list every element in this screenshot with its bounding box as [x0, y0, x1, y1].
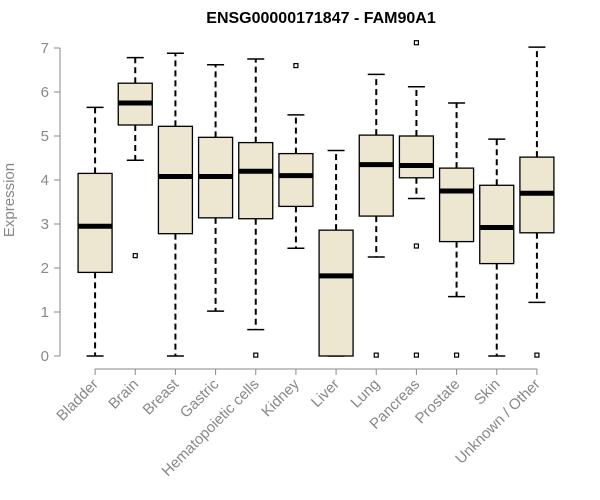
- x-tick-label: Bladder: [53, 376, 102, 425]
- outlier-point: [373, 352, 379, 358]
- outlier-point: [453, 352, 460, 358]
- outlier-point: [413, 40, 420, 46]
- box-group-pancreas: [398, 40, 435, 358]
- box-group-lung: [358, 73, 394, 358]
- box-group-unknown-other: [519, 46, 555, 358]
- y-tick-label: 4: [41, 172, 49, 189]
- box: [157, 125, 194, 235]
- outlier-point: [293, 62, 299, 69]
- box-group-gastric: [197, 63, 234, 312]
- y-tick-label: 0: [41, 348, 49, 365]
- y-tick-label: 3: [41, 216, 49, 233]
- y-axis: 0 1 2 3 4 5 6 7: [41, 40, 61, 365]
- box: [318, 229, 354, 357]
- x-tick-label: Liver: [308, 376, 343, 411]
- box-group-kidney: [278, 62, 314, 249]
- box-group-hematopoietic-cells: [238, 58, 274, 358]
- box-group-bladder: [77, 106, 113, 357]
- y-tick-label: 5: [41, 128, 49, 145]
- box: [438, 167, 475, 243]
- y-tick-label: 6: [41, 84, 49, 101]
- y-tick-label: 1: [41, 304, 49, 321]
- x-tick-label: Breast: [140, 375, 183, 418]
- plot-area: [77, 40, 555, 358]
- box: [238, 141, 274, 220]
- outlier-point: [413, 243, 420, 249]
- x-tick-label: Skin: [471, 376, 504, 409]
- box: [77, 172, 113, 274]
- box-group-prostate: [438, 102, 475, 358]
- box-group-breast: [157, 52, 194, 357]
- y-axis-label: Expression: [1, 163, 18, 237]
- box: [358, 134, 394, 217]
- outlier-point: [132, 253, 138, 259]
- x-tick-label: Kidney: [258, 375, 303, 420]
- x-tick-label: Prostate: [412, 376, 464, 428]
- box: [278, 152, 314, 208]
- box-group-brain: [117, 56, 153, 259]
- y-tick-label: 7: [41, 40, 49, 57]
- outlier-point: [534, 352, 540, 358]
- y-tick-label: 2: [41, 260, 49, 277]
- x-tick-label: Lung: [347, 376, 383, 412]
- outlier-point: [253, 352, 259, 358]
- box: [398, 135, 435, 179]
- chart-title: ENSG00000171847 - FAM90A1: [206, 10, 436, 27]
- box-group-skin: [479, 138, 515, 357]
- outlier-point: [413, 352, 420, 358]
- x-tick-label: Brain: [105, 376, 142, 413]
- box: [479, 184, 515, 265]
- box-group-liver: [318, 149, 354, 357]
